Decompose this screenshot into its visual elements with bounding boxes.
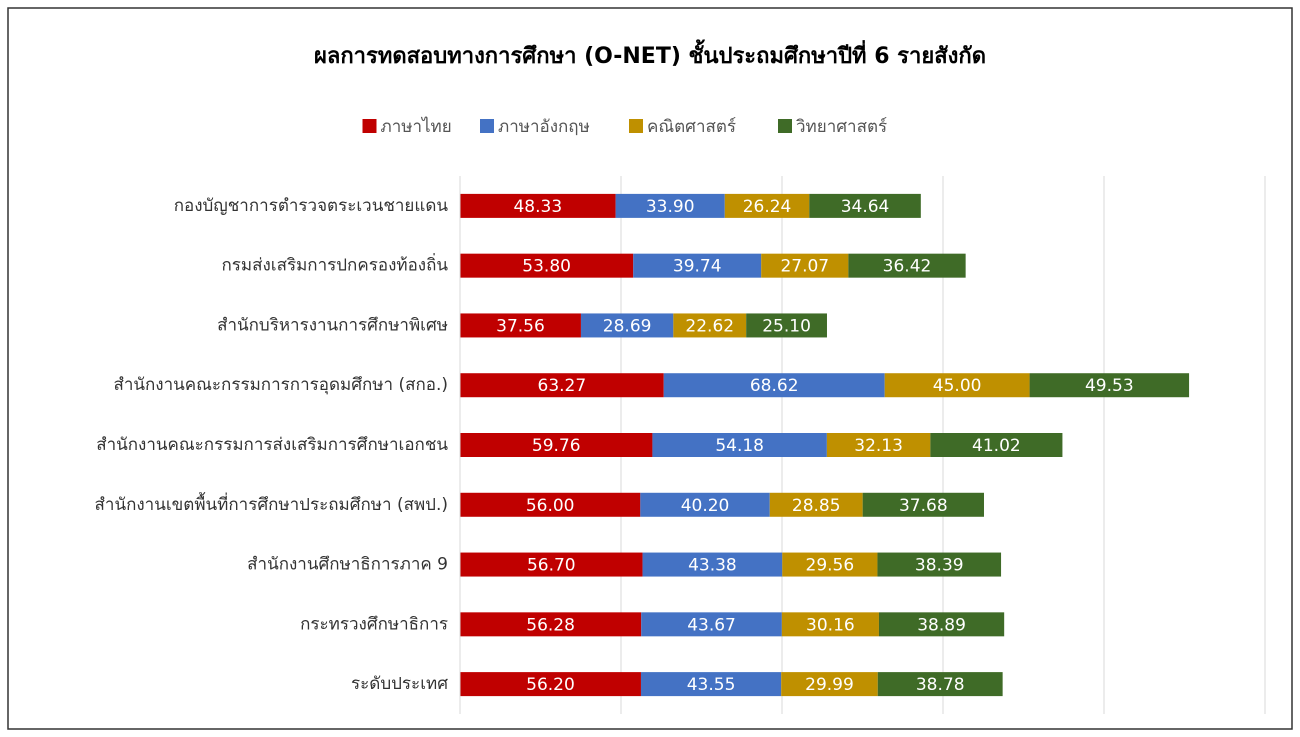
bar-segment [673,313,747,338]
bar-segment [930,433,1063,457]
value-label: 32.13 [854,436,903,456]
bar-segment [878,612,1005,637]
bar-segment [642,552,783,577]
bar-segment [848,253,966,278]
bar-segment [615,193,725,218]
value-label: 54.18 [715,436,764,456]
bar-segment [641,612,782,637]
y-tick-label: สำนักบริหารงานการศึกษาพิเศษ [217,315,448,335]
bar-segment [884,373,1030,398]
value-label: 30.16 [806,615,855,635]
y-tick-label: สำนักงานคณะกรรมการส่งเสริมการศึกษาเอกชน [96,435,448,455]
value-label: 39.74 [673,257,722,277]
value-label: 43.67 [687,615,736,635]
value-label: 28.69 [603,316,652,336]
value-label: 56.70 [527,556,576,576]
value-label: 56.20 [526,675,575,695]
value-label: 25.10 [762,316,811,336]
value-label: 49.53 [1085,376,1134,396]
bar-segment [460,552,643,577]
y-tick-label: กองบัญชาการตำรวจตระเวนชายแดน [174,196,449,216]
value-label: 48.33 [513,197,562,217]
legend-label: ภาษาไทย [381,116,452,137]
value-label: 56.28 [526,615,575,635]
y-tick-label: สำนักงานเขตพื้นที่การศึกษาประถมศึกษา (สพ… [95,492,448,515]
bar-segment [640,672,782,697]
bar-segment [460,612,642,637]
value-label: 63.27 [538,376,587,396]
value-label: 29.56 [806,556,855,576]
value-label: 68.62 [750,376,799,396]
value-label: 45.00 [933,376,982,396]
bar-segment [460,193,616,218]
bar-segment [809,193,921,218]
value-label: 37.56 [496,316,545,336]
y-tick-label: สำนักงานคณะกรรมการการอุดมศึกษา (สกอ.) [113,375,448,395]
bar-segment [782,552,878,577]
value-label: 37.68 [899,496,948,516]
bar-segment [1029,373,1190,398]
value-label: 38.89 [917,615,966,635]
chart-title: ผลการทดสอบทางการศึกษา (O-NET) ชั้นประถมศ… [314,39,986,69]
bar-segment [761,253,849,278]
value-label: 26.24 [743,197,792,217]
legend-label: วิทยาศาสตร์ [796,117,888,137]
legend-swatch [778,119,792,133]
value-label: 40.20 [681,496,730,516]
value-label: 29.99 [805,675,854,695]
bar-segment [460,373,664,398]
value-label: 28.85 [792,496,841,516]
value-label: 27.07 [780,257,829,277]
legend-swatch [480,119,494,133]
bar-segment [460,433,653,457]
bar-segment [460,313,581,338]
value-label: 34.64 [841,197,890,217]
bar-segment [781,612,879,637]
value-label: 33.90 [646,197,695,217]
value-label: 53.80 [522,257,571,277]
bar-segment [877,552,1002,577]
value-label: 43.55 [687,675,736,695]
bar-segment [460,492,641,517]
value-label: 36.42 [883,257,932,277]
y-tick-label: ระดับประเทศ [351,674,448,694]
bar-segment [826,433,931,457]
value-label: 41.02 [972,436,1021,456]
bar-segment [460,253,634,278]
value-label: 56.00 [526,496,575,516]
bar-segment [460,672,641,697]
bar-segment [663,373,885,398]
bar-segment [769,492,863,517]
bar-segment [652,433,827,457]
bar-segment [724,193,810,218]
value-label: 38.78 [916,675,965,695]
value-label: 59.76 [532,436,581,456]
legend-label: ภาษาอังกฤษ [498,117,590,137]
value-label: 38.39 [915,556,964,576]
bar-segment [640,492,770,517]
legend-label: คณิตศาสตร์ [647,117,736,137]
bar-segment [862,492,984,517]
y-tick-label: สำนักงานศึกษาธิการภาค 9 [247,555,448,575]
bar-segment [633,253,762,278]
bar-segment [877,672,1003,697]
y-tick-label: กรมส่งเสริมการปกครองท้องถิ่น [221,253,448,276]
value-label: 22.62 [685,316,734,336]
bar-segment [781,672,878,697]
legend-swatch [629,119,643,133]
bar-segment [746,313,827,338]
y-tick-label: กระทรวงศึกษาธิการ [300,614,448,634]
legend-swatch [362,119,377,133]
value-label: 43.38 [688,556,737,576]
bar-segment [580,313,674,338]
chart-frame [7,7,1293,730]
